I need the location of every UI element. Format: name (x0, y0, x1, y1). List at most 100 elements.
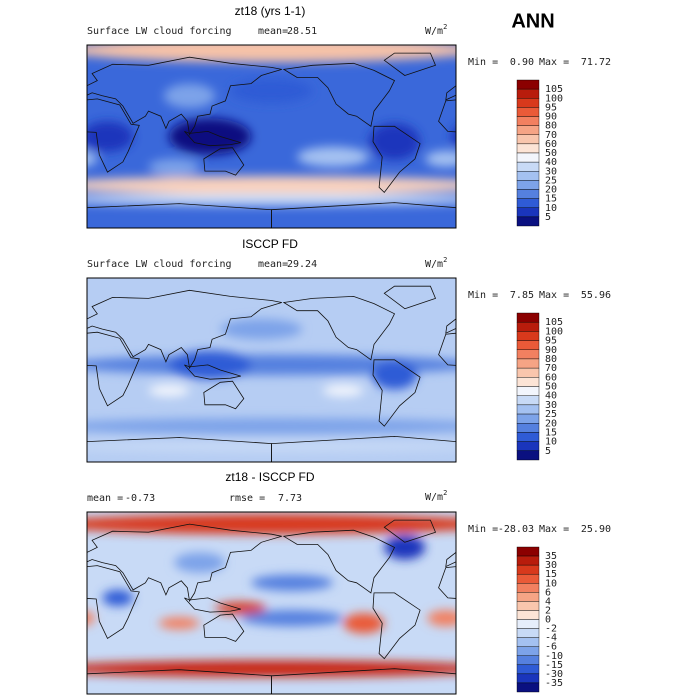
field-patch (87, 514, 456, 535)
colorbar-label: 5 (545, 446, 551, 457)
mean-label: mean= (258, 259, 288, 270)
field-patch (415, 180, 456, 191)
colorbar-label: 90 (545, 345, 557, 356)
colorbar-box (516, 88, 540, 99)
units: W/m2 (425, 489, 447, 503)
coastline (553, 131, 609, 145)
field-patch (471, 590, 502, 606)
colorbar-box (516, 664, 540, 675)
colorbar-box (516, 637, 540, 647)
coastline (0, 63, 26, 126)
mean-value: 28.51 (287, 26, 317, 37)
colorbar-label: 25 (545, 409, 557, 420)
max-value: 25.90 (581, 524, 611, 535)
coastline (573, 148, 613, 175)
map (4, 278, 613, 462)
mean-label: mean = (87, 493, 123, 504)
field-patch (371, 360, 418, 390)
mean-value: -0.73 (125, 493, 155, 504)
colorbar-box (516, 564, 540, 575)
field-patch (87, 360, 108, 370)
field-patch (666, 147, 700, 167)
map-frame (86, 44, 457, 229)
colorbar-box (516, 601, 540, 611)
colorbar-box (516, 413, 540, 424)
colorbar-label: 25 (545, 175, 557, 186)
colorbar-box (516, 673, 540, 684)
field-patch (87, 518, 128, 530)
field-patch (435, 360, 456, 370)
field-patch (87, 180, 128, 191)
colorbar-box (516, 98, 540, 108)
field-patch (251, 574, 333, 591)
colorbar-label: 95 (545, 102, 557, 113)
field-patch (415, 518, 456, 530)
field-patch (148, 384, 190, 397)
field-patch (0, 613, 15, 633)
coastline (87, 98, 140, 173)
field-patch (87, 421, 128, 431)
coastline (184, 130, 241, 147)
season-title: ANN (511, 10, 554, 32)
colorbar-box (516, 423, 540, 433)
colorbar-box (516, 125, 540, 135)
coastline (4, 126, 51, 192)
field-patch (415, 443, 456, 450)
colorbar-label: 30 (545, 166, 557, 177)
coastline (372, 592, 421, 660)
field-patch (450, 127, 456, 146)
colorbar-box (516, 180, 540, 190)
coastline (0, 530, 26, 593)
colorbar-box (516, 450, 540, 461)
colorbar-box (516, 655, 540, 666)
coastline (15, 53, 66, 75)
colorbar-label: 10 (545, 203, 557, 214)
colorbar-label: 40 (545, 157, 557, 168)
colorbar-label: 30 (545, 560, 557, 571)
coastline (573, 614, 613, 641)
colorbar-box (516, 107, 540, 117)
field-patch (384, 535, 426, 560)
colorbar-label: 40 (545, 391, 557, 402)
colorbar-box (516, 573, 540, 584)
colorbar-label: 70 (545, 130, 557, 141)
colorbar-box (516, 340, 540, 350)
field-patch (87, 121, 134, 152)
colorbar-label: -6 (545, 642, 557, 653)
coastline (87, 565, 140, 639)
colorbar-label: -4 (545, 633, 557, 644)
field-label: Surface LW cloud forcing (87, 259, 232, 270)
min-value: 0.90 (510, 57, 534, 68)
field-patch (87, 45, 456, 63)
max-label: Max = (539, 57, 569, 68)
coastline (573, 381, 613, 409)
field-patch (148, 158, 200, 176)
coastline (4, 360, 51, 426)
colorbar-label: 70 (545, 363, 557, 374)
colorbar-label: 50 (545, 382, 557, 393)
coastline (4, 593, 51, 659)
field-patch (322, 384, 364, 397)
colorbar-label: -15 (545, 660, 563, 671)
colorbar-label: 20 (545, 418, 557, 429)
colorbar-box (516, 161, 540, 172)
colorbar-label: 2 (545, 605, 551, 616)
field-patch (87, 151, 98, 166)
colorbar-box (516, 583, 540, 593)
coastline (271, 668, 456, 694)
colorbar-label: 15 (545, 194, 557, 205)
coastline (87, 203, 272, 228)
colorbar-box (516, 367, 540, 378)
colorbar-label: 10 (545, 437, 557, 448)
coastline (87, 523, 282, 603)
colorbar-label: 5 (545, 212, 551, 223)
field-patch (600, 79, 682, 103)
field-patch (87, 660, 456, 677)
colorbar-box (516, 358, 540, 369)
coastline (282, 295, 396, 361)
colorbar-box (516, 628, 540, 638)
coastline (87, 669, 272, 694)
colorbar-box (516, 134, 540, 145)
max-value: 71.72 (581, 57, 611, 68)
max-label: Max = (539, 524, 569, 535)
